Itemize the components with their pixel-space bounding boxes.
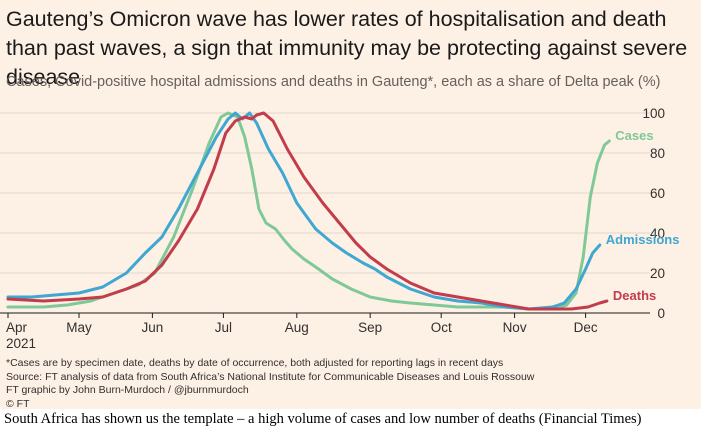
footnote: *Cases are by specimen date, deaths by d…	[6, 357, 504, 369]
series-line-deaths	[6, 111, 609, 311]
x-tick-label-nov: Nov	[503, 320, 527, 335]
y-tick-label-20: 20	[650, 266, 665, 281]
x-axis: Apr May Jun Jul Aug Sep Oct Nov Dec 2021	[6, 313, 598, 351]
series-label-deaths: Deaths	[613, 288, 656, 303]
copyright-note: © FT	[6, 397, 30, 410]
series-line-cases	[6, 111, 611, 311]
series-lines	[6, 111, 611, 311]
gridlines	[0, 112, 650, 314]
y-tick-label-80: 80	[650, 146, 665, 161]
image-caption: South Africa has shown us the template –…	[4, 411, 642, 427]
series-label-cases: Cases	[615, 128, 653, 143]
source-note: Source: FT analysis of data from South A…	[6, 370, 535, 383]
chart-subtitle: Cases, Covid-positive hospital admission…	[6, 74, 661, 90]
y-tick-label-0: 0	[657, 306, 665, 321]
chart-notes: *Cases are by specimen date, deaths by d…	[6, 357, 534, 411]
y-tick-label-60: 60	[650, 186, 665, 201]
y-tick-label-100: 100	[642, 106, 665, 121]
x-year-label: 2021	[6, 336, 36, 351]
x-tick-label-oct: Oct	[431, 320, 452, 335]
x-tick-label-sep: Sep	[358, 320, 382, 335]
x-tick-label-jul: Jul	[215, 320, 232, 335]
x-tick-label-may: May	[66, 320, 92, 335]
chart-panel: Gauteng’s Omicron wave has lower rates o…	[0, 0, 701, 411]
y-axis-labels: 0 20 40 60 80 100	[642, 106, 665, 321]
series-labels: Cases Admissions Deaths	[606, 128, 680, 303]
y-tick-label-40: 40	[650, 226, 665, 241]
x-tick-label-jun: Jun	[142, 320, 164, 335]
x-tick-label-dec: Dec	[574, 320, 598, 335]
series-label-admissions: Admissions	[606, 232, 680, 247]
credit-note: FT graphic by John Burn-Murdoch / @jburn…	[6, 384, 249, 396]
x-tick-label-apr: Apr	[6, 320, 28, 335]
chart-title: Gauteng’s Omicron wave has lower rates o…	[6, 7, 688, 89]
x-tick-label-aug: Aug	[285, 320, 309, 335]
line-chart: 0 20 40 60 80 100 Apr May Jun Jul Aug Sep Oct Nov Dec…	[0, 106, 680, 351]
series-line-admissions	[6, 111, 602, 311]
